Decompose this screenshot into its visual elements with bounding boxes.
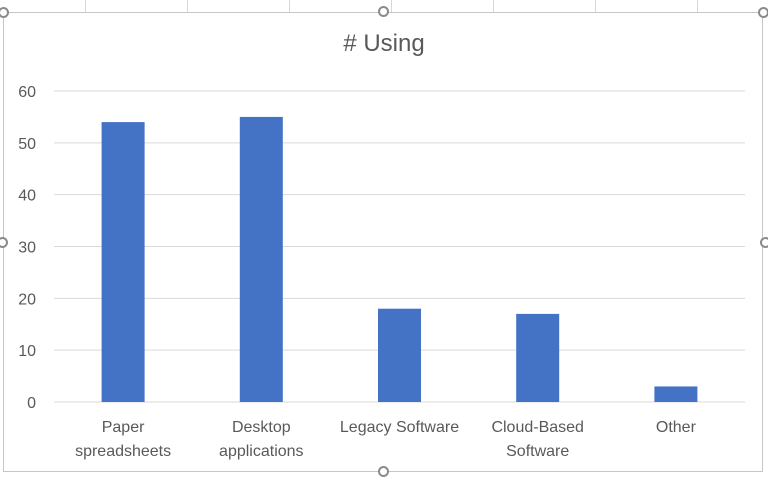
x-tick-label: Paper spreadsheets [75, 419, 171, 460]
y-tick-label: 60 [18, 84, 36, 101]
y-tick-label: 10 [18, 343, 36, 360]
y-tick-label: 30 [18, 240, 36, 257]
spreadsheet-gridlines [0, 0, 768, 14]
x-tick-label: Legacy Software [340, 419, 459, 436]
y-tick-label: 0 [27, 395, 36, 412]
resize-handle-top-left[interactable] [0, 7, 9, 18]
bar[interactable] [516, 313, 560, 402]
bar[interactable] [378, 308, 421, 402]
x-tick-label: Other [656, 419, 697, 436]
resize-handle-middle-right[interactable] [760, 237, 768, 248]
chart-title[interactable]: # Using [343, 30, 425, 57]
x-tick-label: Desktop applications [219, 419, 304, 460]
bar[interactable] [654, 386, 698, 402]
x-tick-label: Cloud-Based Software [491, 419, 584, 460]
bar[interactable] [101, 122, 145, 402]
y-tick-label: 20 [18, 291, 36, 308]
bar[interactable] [239, 116, 283, 403]
resize-handle-middle-left[interactable] [0, 237, 8, 248]
resize-handle-top-center[interactable] [378, 6, 389, 17]
y-tick-label: 50 [18, 136, 36, 153]
y-tick-label: 40 [18, 188, 36, 205]
